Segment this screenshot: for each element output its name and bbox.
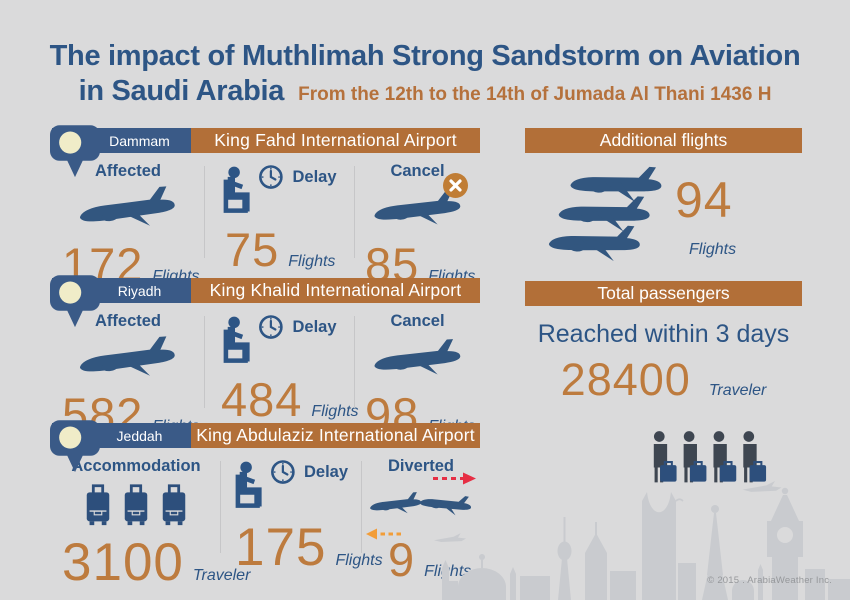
cancel-x-icon [443,173,468,198]
stat-label: Diverted [387,457,455,475]
passenger-queue-icon [558,414,770,484]
airplane-icon [367,490,424,519]
additional-flights-unit: Flights [689,241,737,258]
airplane-fleet-icon [548,163,663,263]
stat-value: 175 [235,518,327,577]
saudi-skyline-silhouette [434,481,850,600]
divider [204,166,205,258]
luggage-icon [120,482,152,527]
divider [354,316,355,408]
page-title: The impact of Muthlimah Strong Sandstorm… [49,40,801,72]
stat-cancel: Cancel 85 Flights [355,162,480,288]
airport-name: King Khalid International Airport [209,280,462,300]
stat-label: Affected [94,312,161,330]
airport-name-bar: King Fahd International Airport [191,128,480,153]
airplane-icon [75,183,182,234]
stat-accommodation: Accommodation 3100 Traveler [52,457,250,592]
stat-unit: Flights [311,403,359,420]
divider [220,461,221,553]
section-header: Riyadh King Khalid International Airport [50,275,480,328]
total-passengers-caption: Reached within 3 days [537,320,790,348]
divider [204,316,205,408]
stat-label: Accommodation [71,457,201,475]
seated-passenger-clock-icon [234,460,295,513]
stat-unit: Traveler [192,567,251,584]
stat-delay: Delay 175 Flights [221,457,383,589]
stats-row: Accommodation 3100 Traveler [52,457,480,589]
city-name: Riyadh [117,282,162,299]
airplane-icon [370,337,466,382]
stat-label: Delay [303,463,349,481]
total-passengers-value: 28400 [560,354,691,405]
page-title-region: in Saudi Arabia [78,75,285,107]
stat-value: 9 [388,533,416,586]
additional-flights-value: 94 [675,172,733,228]
airport-name: King Fahd International Airport [214,130,457,150]
stats-row: Affected 582 Flights Delay [52,312,480,438]
airport-name-bar: King Abdulaziz International Airport [191,423,480,448]
airport-section-dammam: Dammam King Fahd International Airport A… [50,125,480,288]
stat-cancel: Cancel 98 Flights [355,312,480,438]
luggage-icon [82,482,114,527]
divider [354,166,355,258]
stat-value: 3100 [62,533,184,592]
airplanes-diverted-icon [366,472,476,540]
map-pin-icon [50,125,100,178]
additional-flights-content: 94 Flights [525,153,802,278]
stat-label: Delay [292,168,337,186]
divider [361,461,362,553]
stat-delay: Delay 75 Flights [205,162,354,288]
section-header: Jeddah King Abdulaziz International Airp… [50,420,480,473]
stat-label: Cancel [390,162,445,180]
total-passengers-unit: Traveler [708,382,767,399]
panel-header: Total passengers [525,281,802,306]
stat-value: 75 [225,223,280,276]
map-pin-icon [50,275,100,328]
airport-name: King Abdulaziz International Airport [196,425,475,445]
stat-label: Affected [94,162,161,180]
stat-value: 484 [221,373,303,426]
stats-row: Affected 172 Flights Delay [52,162,480,288]
airplane-icon [75,333,182,384]
title-block: The impact of Muthlimah Strong Sandstorm… [0,40,850,108]
seated-passenger-clock-icon [222,315,284,368]
seated-passenger-clock-icon [222,165,284,218]
luggage-icon [158,482,190,527]
stat-delay: Delay 484 Flights [205,312,359,438]
city-name: Jeddah [116,427,163,444]
additional-flights-panel: Additional flights 94 Flights [525,128,802,278]
stat-unit: Flights [288,253,336,270]
diverted-left-arrow-icon [366,528,401,540]
stat-label: Delay [292,318,337,336]
page-subtitle: From the 12th to the 14th of Jumada Al T… [298,84,772,105]
total-passengers-panel: Total passengers Reached within 3 days 2… [525,281,802,484]
copyright-text: © 2015 . ArabiaWeather Inc. [707,575,832,586]
airport-section-jeddah: Jeddah King Abdulaziz International Airp… [50,420,480,589]
map-pin-icon [50,420,100,473]
panel-header: Additional flights [525,128,802,153]
airport-section-riyadh: Riyadh King Khalid International Airport… [50,275,480,438]
stat-label: Cancel [390,312,445,330]
airport-name-bar: King Khalid International Airport [191,278,480,303]
section-header: Dammam King Fahd International Airport [50,125,480,178]
diverted-right-arrow-icon [433,472,476,485]
city-name: Dammam [109,132,170,149]
stat-unit: Flights [335,552,383,569]
